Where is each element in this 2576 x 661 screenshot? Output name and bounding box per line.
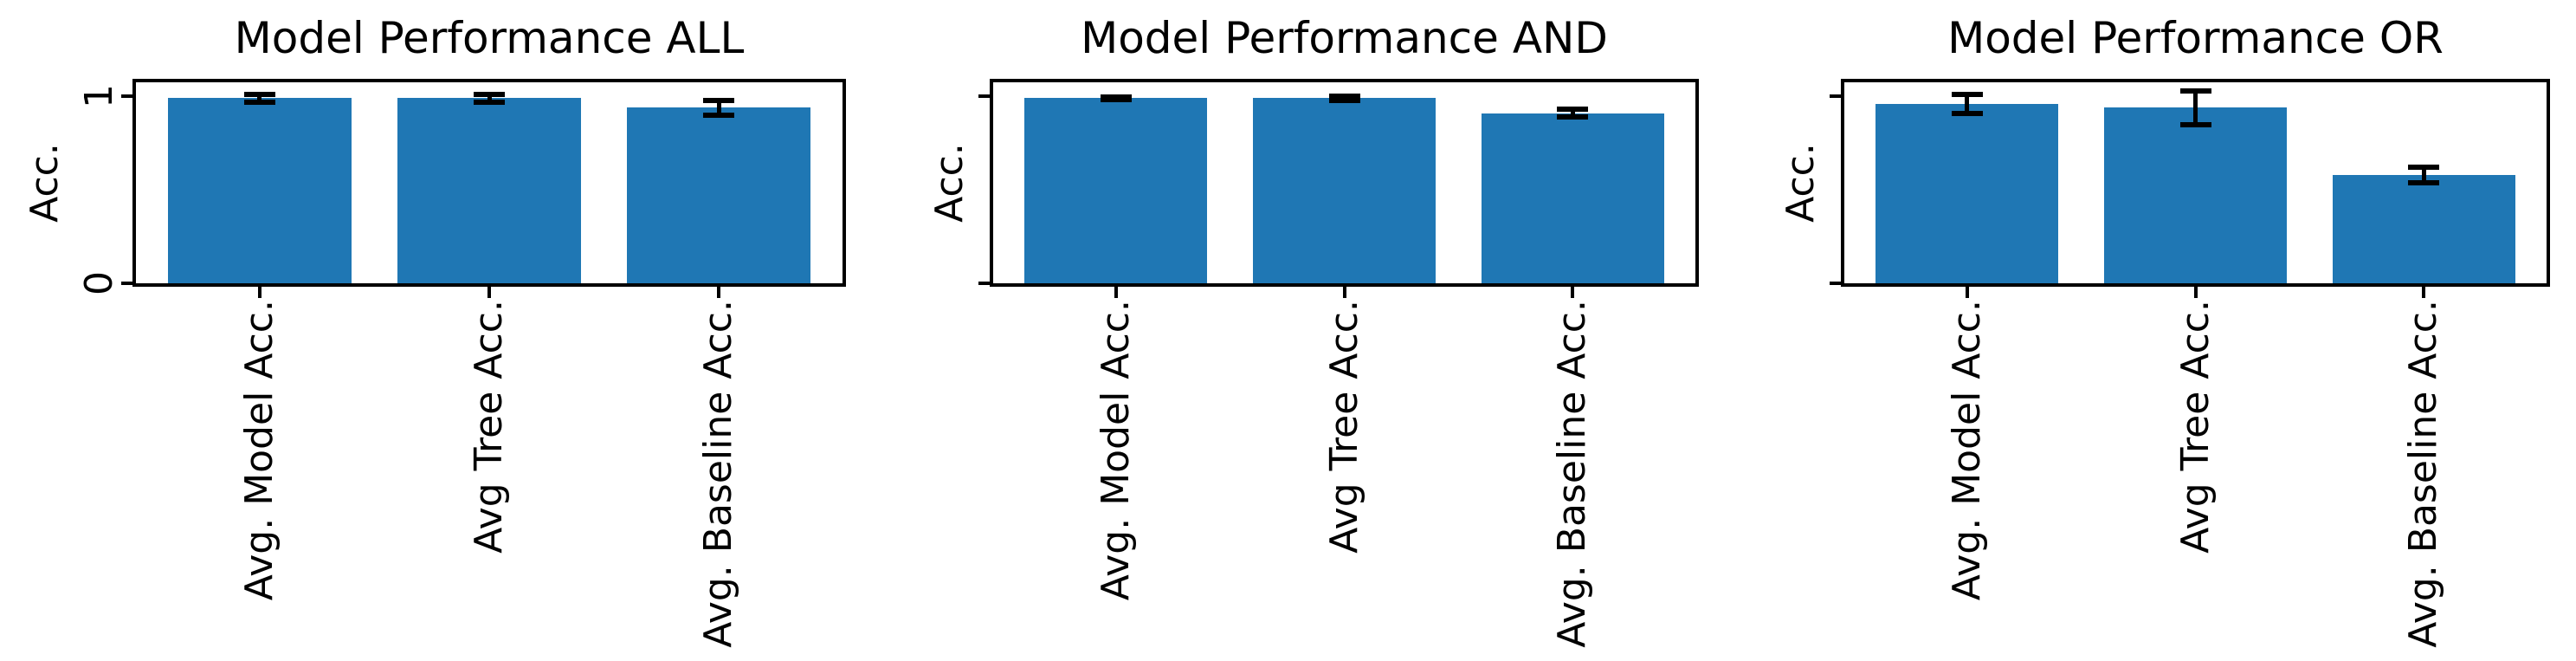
y-tick [1830, 94, 1841, 99]
error-bar-cap [1557, 107, 1589, 113]
x-tick-label: Avg Tree Acc. [467, 300, 511, 554]
x-tick [257, 287, 261, 298]
y-tick [978, 282, 990, 285]
y-tick [121, 94, 132, 99]
error-bar-line [1965, 94, 1970, 113]
error-bar-cap [1951, 110, 1983, 116]
x-tick-label: Avg. Baseline Acc. [1550, 300, 1595, 648]
subplot-model-performance-and: Model Performance AND Acc. Avg. Model Ac… [927, 13, 1699, 661]
bar [167, 98, 352, 283]
x-tick-label: Avg. Baseline Acc. [2401, 300, 2446, 648]
x-tick-label: Avg Tree Acc. [2172, 300, 2218, 554]
error-bar-cap [243, 99, 275, 105]
bar [2104, 107, 2287, 283]
plot-area [132, 79, 846, 287]
error-bar-cap [474, 92, 505, 98]
error-bar-cap [1328, 97, 1360, 103]
x-tick-label: Avg. Model Acc. [1944, 300, 1989, 601]
error-bar-cap [1100, 96, 1132, 102]
error-bar-line [487, 94, 492, 102]
error-bar-line [2193, 90, 2198, 125]
plot-area [990, 79, 1699, 287]
error-bar-cap [2179, 87, 2211, 94]
error-bar-cap [703, 112, 735, 118]
x-tick [1342, 287, 1346, 298]
bar [1253, 98, 1436, 283]
error-bar-cap [1951, 92, 1983, 98]
error-bar-cap [1328, 94, 1360, 100]
y-tick [978, 94, 990, 99]
x-tick [487, 287, 491, 298]
x-tick-label: Avg Tree Acc. [1321, 300, 1366, 554]
bar [1481, 113, 1664, 283]
x-tick [1571, 287, 1575, 298]
subplot-model-performance-or: Model Performance OR Acc. Avg. Model Acc… [1779, 13, 2550, 661]
x-tick [2193, 287, 2198, 298]
error-bar-cap [2179, 121, 2211, 127]
x-tick-label: Avg. Model Acc. [1093, 300, 1138, 601]
y-tick-label: 1 [77, 84, 121, 109]
bar [2332, 174, 2515, 283]
y-axis-label: Acc. [23, 143, 67, 223]
bar [627, 107, 811, 283]
error-bar-line [1570, 109, 1575, 118]
y-tick [1830, 282, 1841, 285]
error-bar-line [2421, 167, 2426, 183]
y-tick [121, 282, 132, 285]
error-bar-cap [243, 92, 275, 98]
error-bar-cap [703, 97, 735, 103]
chart-title: Model Performance AND [1081, 13, 1608, 63]
bar [1024, 98, 1208, 283]
subplot-model-performance-all: Model Performance ALL Acc. Avg. Model Ac… [23, 13, 846, 661]
error-bar-cap [474, 99, 505, 105]
y-tick-label: 0 [77, 271, 121, 295]
y-axis-label: Acc. [927, 143, 972, 223]
x-tick [717, 287, 721, 298]
bar [397, 98, 582, 283]
plot-area [1841, 79, 2550, 287]
x-tick [2422, 287, 2426, 298]
chart-title: Model Performance OR [1947, 13, 2444, 63]
error-bar-line [257, 94, 262, 102]
error-bar-cap [2408, 179, 2440, 185]
x-tick [1114, 287, 1118, 298]
x-tick [1965, 287, 1969, 298]
error-bar-cap [1557, 114, 1589, 120]
error-bar-cap [2408, 165, 2440, 171]
error-bar-line [716, 100, 721, 115]
x-tick-label: Avg. Baseline Acc. [696, 300, 741, 648]
y-axis-label: Acc. [1779, 143, 1823, 223]
bar [1876, 103, 2059, 283]
x-tick-label: Avg. Model Acc. [236, 300, 281, 601]
chart-title: Model Performance ALL [234, 13, 745, 63]
